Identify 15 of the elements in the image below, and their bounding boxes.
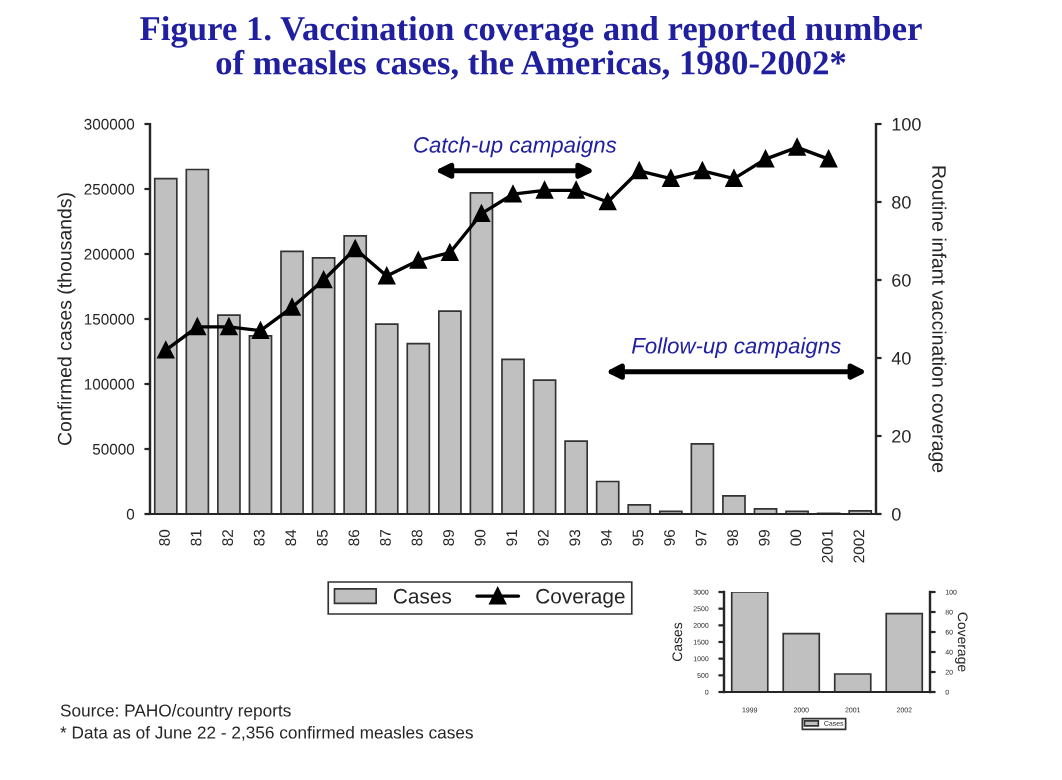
legend-label: Cases [393, 588, 452, 604]
source-note: Source: PAHO/country reports [60, 703, 291, 721]
y2-tick-label: 40 [891, 351, 911, 365]
y2-axis-title: Routine infant vaccination coverage [928, 166, 947, 473]
y2-tick-label: 80 [892, 195, 911, 209]
annotation: Catch-up campaigns [414, 136, 617, 158]
y2-tick-label: 60 [892, 273, 911, 287]
y-axis-title: Confirmed cases (thousands) [57, 193, 76, 445]
y2-tick-label: 0 [891, 507, 901, 521]
text: * Data as of June 22 - 2,356 confirmed measles cases [60, 725, 473, 741]
annotation: Follow-up campaigns [631, 337, 841, 358]
chart-title: Figure 1. Vaccination coverage and reported number of measles cases, the Americas, 1980-2002* [140, 16, 922, 80]
y2-tick-label: 100 [892, 117, 921, 131]
legend-label: Coverage [536, 588, 625, 608]
y2-tick-label: 20 [892, 429, 911, 443]
